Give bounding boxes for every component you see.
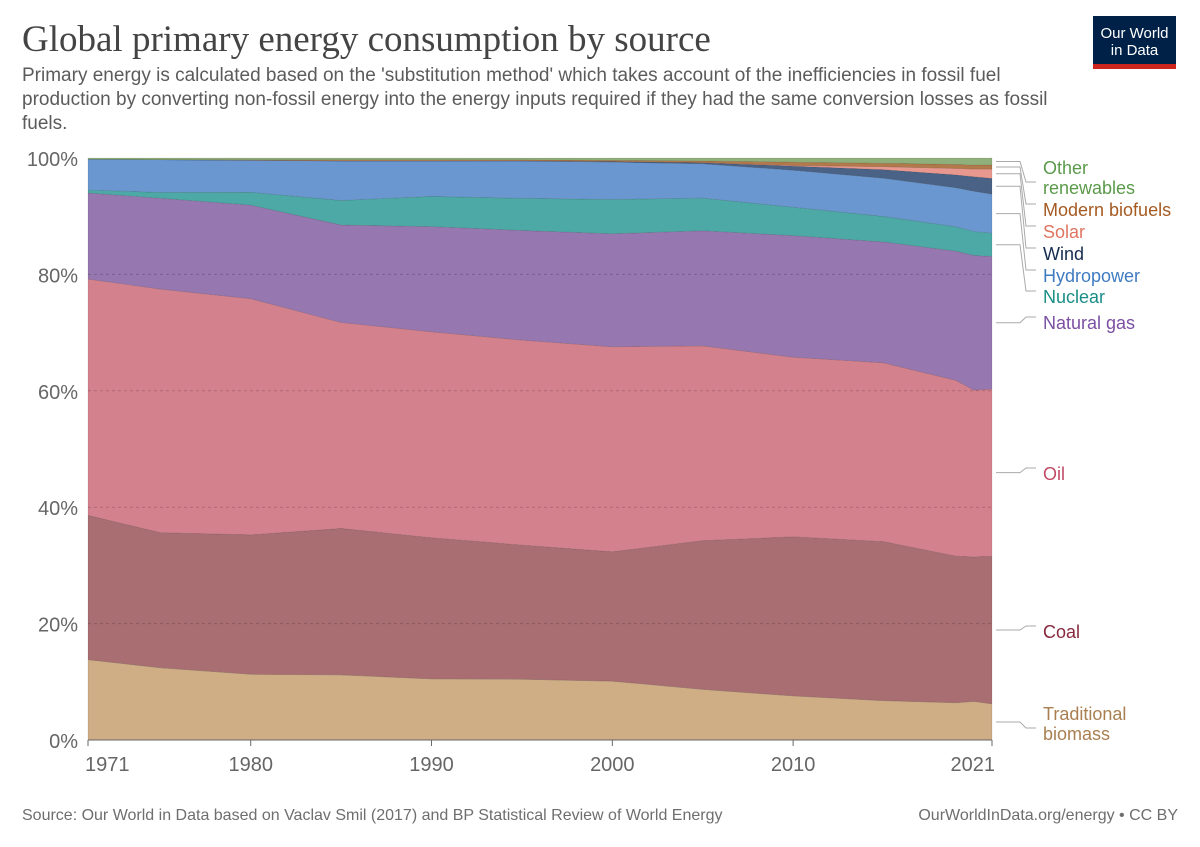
legend-label-traditional-biomass: biomass — [1043, 724, 1110, 744]
source-note: Source: Our World in Data based on Vacla… — [22, 807, 723, 824]
y-tick-label: 20% — [38, 615, 78, 637]
legend-leader-solar — [996, 173, 1036, 227]
legend-label-modern-biofuels: Modern biofuels — [1043, 200, 1171, 220]
legend-leader-other-renewables — [996, 161, 1036, 183]
y-tick-label: 80% — [38, 265, 78, 287]
chart-title: Global primary energy consumption by sou… — [22, 19, 711, 60]
legend-label-wind: Wind — [1043, 244, 1084, 264]
legend-leader-hydropower — [996, 213, 1036, 271]
y-tick-label: 60% — [38, 382, 78, 404]
legend-label-other-renewables: renewables — [1043, 178, 1135, 198]
x-tick-label: 2000 — [590, 754, 635, 776]
x-tick-label: 1980 — [228, 754, 273, 776]
legend-leader-nuclear — [996, 244, 1036, 292]
chart-subtitle: Primary energy is calculated based on th… — [22, 65, 1048, 134]
owid-logo[interactable]: Our World in Data — [1093, 16, 1176, 69]
legend-leader-oil — [996, 467, 1036, 474]
logo-line-1: Our World — [1100, 25, 1169, 42]
legend-label-solar: Solar — [1043, 222, 1085, 242]
stacked-area-chart: 0% 20% 40% 60% 80% 100% 1971 1980 1990 2000 2010 20… — [27, 149, 1171, 776]
legend-leader-modern-biofuels — [996, 166, 1036, 205]
y-tick-label: 100% — [27, 149, 78, 171]
legend-leader-natural-gas — [996, 316, 1036, 324]
legend-label-other-renewables: Other — [1043, 158, 1088, 178]
legend-label-traditional-biomass: Traditional — [1043, 704, 1126, 724]
legend-leader-coal — [996, 625, 1036, 631]
x-tick-label: 2010 — [771, 754, 816, 776]
legend-leader-traditional-biomass — [996, 721, 1036, 729]
legend-label-oil: Oil — [1043, 464, 1065, 484]
x-tick-label: 2021 — [951, 754, 996, 776]
source-url-link[interactable]: OurWorldInData.org/energy • CC BY — [918, 807, 1178, 824]
logo-line-2: in Data — [1110, 42, 1159, 59]
x-tick-label: 1990 — [409, 754, 454, 776]
x-tick-label: 1971 — [85, 754, 130, 776]
legend-label-nuclear: Nuclear — [1043, 287, 1105, 307]
legend-label-natural-gas: Natural gas — [1043, 313, 1135, 333]
y-tick-label: 40% — [38, 498, 78, 520]
legend-label-hydropower: Hydropower — [1043, 266, 1140, 286]
y-tick-label: 0% — [49, 731, 78, 753]
area-natural-gas — [87, 192, 993, 391]
area-other-renewables — [87, 157, 993, 166]
legend-label-coal: Coal — [1043, 622, 1080, 642]
legend-leader-wind — [996, 185, 1036, 249]
